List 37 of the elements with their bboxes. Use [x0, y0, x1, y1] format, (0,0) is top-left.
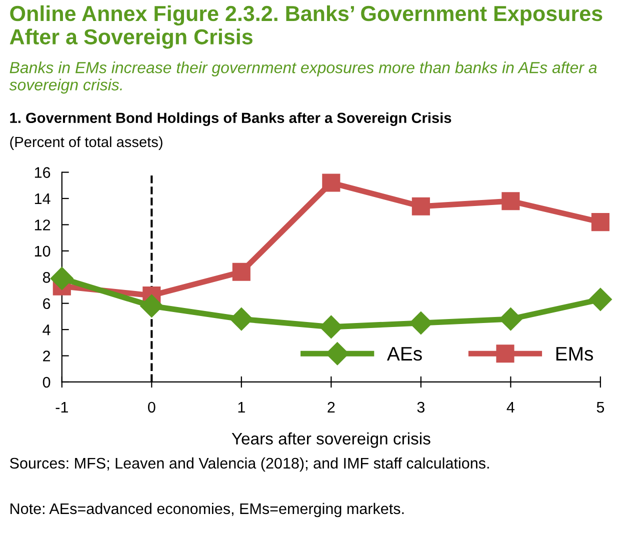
- point: [230, 308, 253, 331]
- chart-subtitle: Banks in EMs increase their government exposures more than banks in AEs after a sovereign crisis.: [9, 62, 597, 94]
- x-tick-label: 2: [328, 402, 335, 413]
- y-tick-label: 0: [42, 376, 50, 388]
- x-axis-title: Years after sovereign crisis: [232, 432, 430, 448]
- point: [232, 262, 250, 281]
- x-tick-label: 1: [238, 402, 245, 413]
- x-tick-label: 5: [596, 402, 604, 413]
- point: [322, 174, 340, 192]
- point: [320, 315, 343, 338]
- y-tick-label: 6: [43, 298, 50, 310]
- point: [140, 294, 164, 318]
- y-tick-label: 10: [34, 246, 50, 257]
- point: [588, 288, 612, 311]
- chart-title: Online Annex Figure 2.3.2. Banks’ Government Exposures After a Sovereign Crisis: [10, 5, 602, 49]
- legend-label: AEs: [386, 347, 422, 361]
- y-tick-label: 12: [34, 220, 50, 230]
- point: [412, 197, 430, 216]
- point: [591, 213, 610, 232]
- point: [499, 308, 522, 331]
- x-tick-label: -1: [56, 402, 68, 413]
- x-tick-label: 4: [506, 402, 514, 413]
- point: [409, 312, 432, 335]
- text: Note: AEs=advanced economies, EMs=emerging markets.: [10, 502, 404, 518]
- x-tick-label: 3: [417, 402, 424, 413]
- y-tick-label: 16: [34, 167, 50, 178]
- y-tick-label: 8: [42, 272, 50, 283]
- y-axis-title: (Percent of total assets): [10, 136, 162, 150]
- source-note: Sources: MFS; Leaven and Valencia (2018); and IMF staff calculations.: [10, 457, 489, 472]
- point: [502, 192, 520, 210]
- y-tick-label: 2: [43, 350, 50, 362]
- text: 1. Government Bond Holdings of Banks after a Sovereign Crisis: [10, 112, 452, 126]
- y-tick-label: 4: [42, 324, 50, 336]
- point: [50, 266, 74, 290]
- legend-label: EMs: [556, 347, 593, 361]
- y-tick-label: 14: [34, 194, 50, 204]
- x-tick-label: 0: [148, 402, 156, 413]
